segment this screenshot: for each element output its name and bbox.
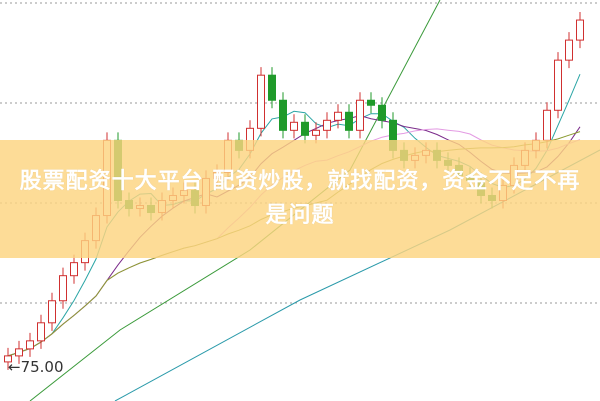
candle-body (279, 99, 287, 131)
candle-body (301, 121, 309, 136)
candle-body (15, 348, 23, 357)
ad-banner[interactable]: 股票配资十大平台 配资炒股，就找配资，资金不足不再是问题 (0, 140, 600, 258)
candle-body (48, 300, 56, 324)
candle-body (268, 74, 276, 101)
candle-body (37, 322, 45, 342)
candle-body (378, 104, 386, 121)
candle-body (312, 129, 320, 136)
price-marker-value: 75.00 (20, 358, 64, 376)
candle-body (257, 74, 265, 129)
candle-body (334, 111, 342, 121)
banner-text: 股票配资十大平台 配资炒股，就找配资，资金不足不再是问题 (19, 169, 581, 228)
candle-body (59, 275, 67, 302)
price-marker-label: ←75.00 (8, 358, 64, 376)
candle-body (554, 59, 562, 111)
candle-body (543, 109, 551, 141)
candle-body (576, 19, 584, 41)
candle-body (356, 99, 364, 131)
candle-body (290, 121, 298, 131)
candle-body (26, 340, 34, 350)
candle-body (4, 355, 12, 363)
candle-body (367, 99, 375, 106)
candle-body (565, 39, 573, 61)
candle-body (345, 111, 353, 131)
arrow-left-icon: ← (8, 358, 21, 376)
candle-body (323, 119, 331, 131)
candle-body (70, 262, 78, 277)
